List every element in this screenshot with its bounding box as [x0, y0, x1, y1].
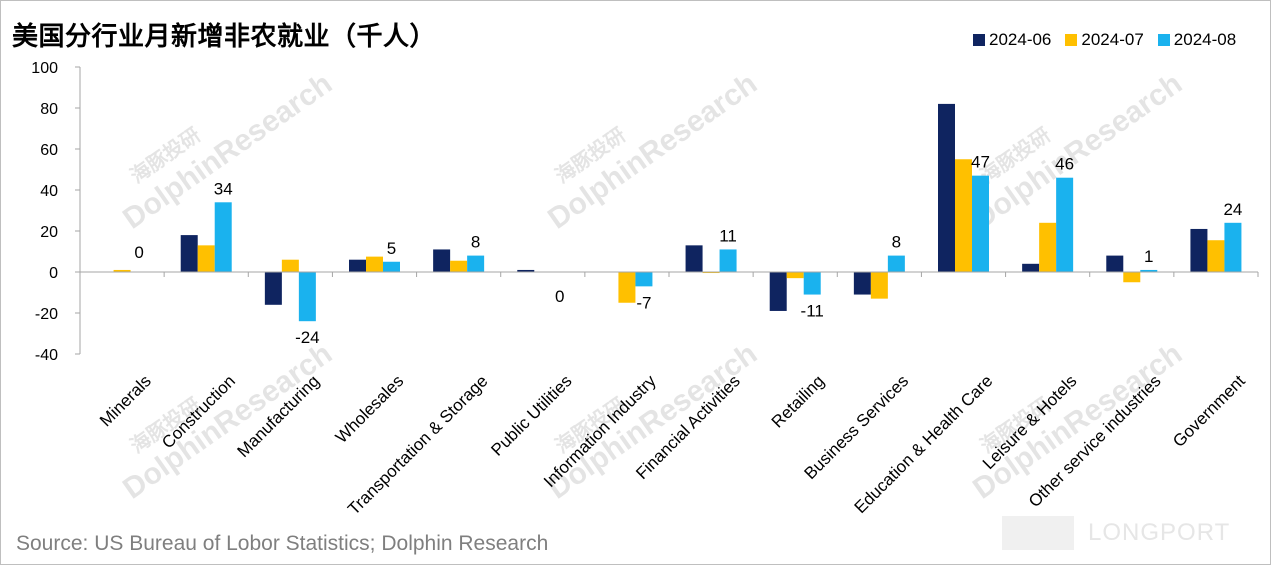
- bar: [433, 249, 451, 272]
- bar: [113, 269, 131, 272]
- y-tick-label: -20: [35, 306, 58, 323]
- brand-text: LONGPORT: [1088, 519, 1231, 546]
- y-tick-label: 20: [40, 224, 58, 241]
- y-tick-label: 40: [40, 183, 58, 200]
- bar: [618, 272, 636, 303]
- x-category-label: Transportation & Storage: [344, 371, 491, 518]
- bar: [955, 159, 972, 272]
- data-label: 0: [555, 287, 564, 306]
- bar: [702, 272, 720, 274]
- legend-swatch-2024-06: [973, 34, 985, 46]
- watermark-text: DolphinResearch: [967, 67, 1188, 236]
- bar: [349, 259, 366, 272]
- data-label: 8: [471, 233, 480, 252]
- source-note: Source: US Bureau of Lobor Statistics; D…: [16, 532, 549, 555]
- x-category-label: Retailing: [768, 371, 828, 431]
- bar: [264, 272, 282, 305]
- bar: [281, 259, 299, 272]
- watermark-text: DolphinResearch: [967, 337, 1188, 506]
- x-category-label: Wholesales: [332, 371, 408, 447]
- x-category-label: Minerals: [96, 371, 155, 430]
- watermark-text: DolphinResearch: [542, 67, 763, 236]
- legend-label-2024-06: 2024-06: [989, 30, 1052, 49]
- bar: [1022, 263, 1040, 272]
- bar: [635, 272, 653, 287]
- data-label: -24: [295, 328, 320, 347]
- bar: [685, 245, 703, 272]
- bar: [180, 235, 198, 272]
- watermark-text: DolphinResearch: [117, 337, 338, 506]
- bar: [870, 272, 888, 299]
- legend-label-2024-07: 2024-07: [1081, 30, 1144, 49]
- legend-item-2024-07: 2024-07: [1065, 30, 1144, 50]
- bar: [298, 272, 316, 322]
- brand-logo-icon: [1002, 516, 1074, 550]
- data-label: -7: [636, 293, 651, 312]
- data-label: 47: [971, 153, 990, 172]
- bar: [1106, 255, 1124, 272]
- bar: [786, 272, 804, 279]
- legend-label-2024-08: 2024-08: [1173, 30, 1237, 49]
- data-label: 24: [1223, 200, 1242, 219]
- bar: [517, 269, 535, 272]
- legend-swatch-2024-08: [1157, 34, 1170, 46]
- bars-layer: [96, 103, 1242, 322]
- bar: [1140, 269, 1158, 272]
- watermark-text: DolphinResearch: [542, 337, 763, 506]
- bar: [450, 260, 468, 272]
- x-category-label: Government: [1169, 371, 1249, 451]
- chart-title: 美国分行业月新增非农就业（千人）: [12, 22, 437, 52]
- brand-watermark: LONGPORT: [1002, 516, 1230, 550]
- bar: [769, 272, 787, 311]
- bar: [214, 202, 232, 272]
- legend-item-2024-06: 2024-06: [973, 30, 1051, 50]
- bar: [972, 175, 989, 272]
- bar: [383, 261, 400, 272]
- y-tick-label: 60: [40, 142, 58, 159]
- bar: [853, 272, 871, 295]
- bar: [1224, 222, 1242, 272]
- bar: [1123, 272, 1141, 283]
- data-label: 1: [1144, 247, 1153, 266]
- y-tick-label: -40: [35, 347, 58, 364]
- bar: [1056, 177, 1074, 272]
- data-label: -11: [801, 302, 824, 321]
- data-label: 34: [214, 179, 233, 198]
- bar: [197, 245, 215, 272]
- data-label: 0: [134, 243, 143, 262]
- bar: [719, 249, 737, 272]
- bar: [1207, 240, 1225, 272]
- bar: [887, 255, 905, 272]
- labels-layer: Minerals0Construction34Manufacturing-24W…: [96, 153, 1249, 519]
- bar: [1039, 222, 1057, 272]
- data-label: 46: [1055, 155, 1074, 174]
- legend-item-2024-08: 2024-08: [1157, 30, 1237, 50]
- data-label: 5: [387, 239, 396, 258]
- x-category-label: Education & Health Care: [851, 371, 997, 517]
- y-tick-label: 80: [40, 101, 58, 118]
- legend: 2024-06 2024-07 2024-08: [973, 30, 1236, 50]
- data-label: 11: [719, 226, 737, 245]
- bar: [366, 256, 383, 272]
- bar: [803, 272, 821, 295]
- bar: [467, 255, 485, 272]
- y-tick-label: 0: [49, 265, 58, 282]
- legend-swatch-2024-07: [1065, 34, 1078, 46]
- data-label: 8: [892, 233, 901, 252]
- y-tick-label: 100: [31, 60, 58, 77]
- bar: [1190, 228, 1208, 272]
- bar: [938, 103, 955, 273]
